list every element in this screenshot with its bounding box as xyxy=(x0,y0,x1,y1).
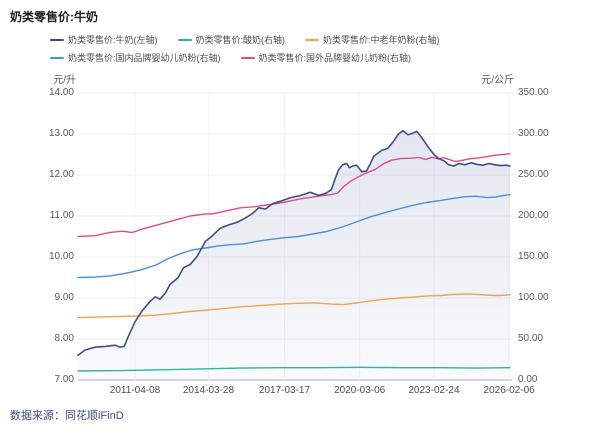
legend-label: 奶类零售价:酸奶(右轴) xyxy=(195,35,286,45)
left-ytick-label: 10.00 xyxy=(48,251,74,262)
legend-item-senior-powder-line[interactable]: 奶类零售价:中老年奶粉(右轴) xyxy=(305,33,440,46)
x-tick-label: 2014-03-28 xyxy=(182,385,235,396)
right-ytick-label: 0.00 xyxy=(518,374,538,385)
data-source-label: 数据来源：同花顺iFinD xyxy=(10,410,124,422)
right-ytick-label: 300.00 xyxy=(518,128,549,139)
right-ytick-label: 200.00 xyxy=(518,210,549,221)
domestic-formula-line xyxy=(77,193,511,279)
legend-swatch-yogurt-line xyxy=(177,38,192,41)
milk-line-area-fill xyxy=(78,130,510,380)
left-axis-unit: 元/升 xyxy=(53,75,76,86)
x-tick-label: 2020-03-06 xyxy=(334,385,386,396)
right-ytick-label: 350.00 xyxy=(518,87,549,98)
left-ytick-label: 14.00 xyxy=(48,87,74,98)
legend-label: 奶类零售价:国外品牌婴幼儿奶粉(右轴) xyxy=(258,53,412,63)
right-ytick-label: 100.00 xyxy=(518,292,549,303)
legend-item-yogurt-line[interactable]: 奶类零售价:酸奶(右轴) xyxy=(177,33,286,46)
right-axis-unit: 元/公斤 xyxy=(481,75,514,86)
right-ytick-label: 50.00 xyxy=(518,333,544,344)
legend-label: 奶类零售价:国内品牌婴幼儿奶粉(右轴) xyxy=(68,53,221,63)
legend-label: 奶类零售价:牛奶(左轴) xyxy=(68,35,158,45)
legend-item-foreign-formula-line[interactable]: 奶类零售价:国外品牌婴幼儿奶粉(右轴) xyxy=(240,51,412,64)
foreign-formula-line xyxy=(77,152,511,238)
legend-swatch-foreign-formula-line xyxy=(240,56,255,59)
milk-line xyxy=(77,129,511,357)
legend-item-milk-line[interactable]: 奶类零售价:牛奶(左轴) xyxy=(50,33,158,46)
left-ytick-label: 8.00 xyxy=(54,333,74,344)
left-ytick-label: 12.00 xyxy=(48,169,74,180)
legend-label: 奶类零售价:中老年奶粉(右轴) xyxy=(323,35,440,45)
left-ytick-label: 13.00 xyxy=(48,128,74,139)
legend-swatch-senior-powder-line xyxy=(305,38,319,41)
legend-swatch-domestic-formula-line xyxy=(50,56,64,59)
chart-title: 奶类零售价:牛奶 xyxy=(10,10,98,24)
right-ytick-label: 150.00 xyxy=(518,251,549,262)
x-tick-label: 2026-02-06 xyxy=(483,385,535,396)
x-tick-label: 2023-02-24 xyxy=(408,385,460,396)
yogurt-line xyxy=(77,366,511,372)
legend-swatch-milk-line xyxy=(50,38,64,41)
x-tick-label: 2017-03-17 xyxy=(258,385,311,396)
left-ytick-label: 9.00 xyxy=(54,292,74,303)
left-ytick-label: 11.00 xyxy=(49,210,74,221)
right-ytick-label: 250.00 xyxy=(518,169,549,180)
left-ytick-label: 7.00 xyxy=(54,374,74,385)
x-tick-label: 2011-04-08 xyxy=(109,385,161,396)
legend: 奶类零售价:牛奶(左轴) 奶类零售价:酸奶(右轴) 奶类零售价:中老年奶粉(右轴) 奶… xyxy=(50,33,520,64)
senior-powder-line xyxy=(77,293,511,319)
legend-item-domestic-formula-line[interactable]: 奶类零售价:国内品牌婴幼儿奶粉(右轴) xyxy=(50,51,221,64)
